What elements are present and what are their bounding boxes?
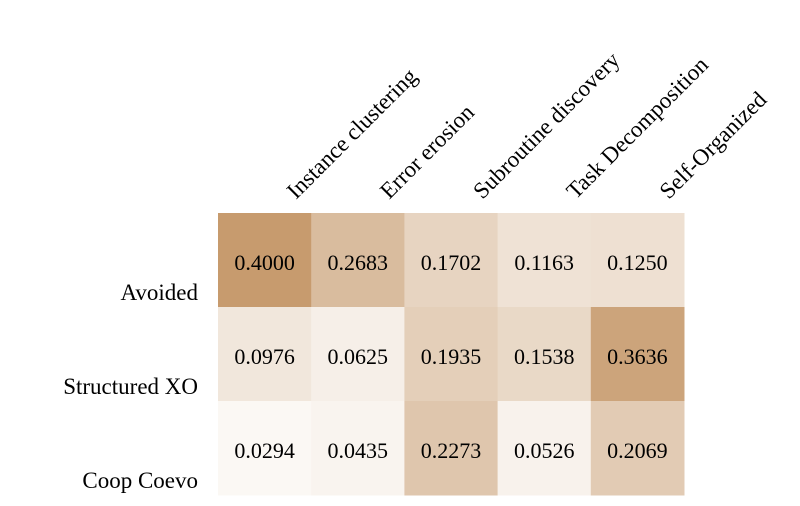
heatmap-cell (497, 401, 592, 496)
cell-value-label: 0.1702 (421, 250, 482, 275)
heatmap-cell (218, 213, 312, 308)
cell-value-label: 0.1250 (607, 250, 668, 275)
cell-value-label: 0.1163 (514, 250, 574, 275)
cell-value-label: 0.0625 (328, 344, 389, 369)
cell-value-label: 0.0976 (234, 344, 295, 369)
heatmap-cell (311, 307, 405, 402)
heatmap-cell (311, 401, 405, 496)
heatmap-cell (590, 307, 685, 402)
heatmap-cell (590, 401, 685, 496)
cell-value-label: 0.3636 (607, 344, 668, 369)
row-label: Avoided (120, 280, 198, 305)
heatmap-cell (404, 401, 499, 496)
heatmap-cell (497, 307, 592, 402)
heatmap-cell (404, 307, 499, 402)
cell-value-label: 0.0294 (234, 438, 295, 463)
heatmap-cell (404, 213, 499, 308)
heatmap-cell (311, 213, 405, 308)
cell-value-label: 0.2683 (328, 250, 389, 275)
heatmap-cell (497, 213, 592, 308)
heatmap-cell (218, 307, 312, 402)
cell-value-label: 0.4000 (234, 250, 295, 275)
column-label: Error erosion (375, 99, 479, 203)
row-label: Structured XO (63, 374, 198, 399)
heatmap-cell (218, 401, 312, 496)
cell-value-label: 0.1935 (421, 344, 482, 369)
cell-value-label: 0.2069 (607, 438, 668, 463)
cell-value-label: 0.0526 (514, 438, 575, 463)
cell-value-label: 0.0435 (328, 438, 389, 463)
cell-value-label: 0.1538 (514, 344, 575, 369)
row-labels: Avoided Structured XO Coop Coevo (63, 280, 198, 493)
cell-value-label: 0.2273 (421, 438, 482, 463)
heatmap-cells: 0.4000 0.2683 0.1702 0.1163 0.1250 0.0976 0.06… (218, 213, 685, 496)
heatmap-cell (590, 213, 685, 308)
row-label: Coop Coevo (82, 468, 198, 493)
